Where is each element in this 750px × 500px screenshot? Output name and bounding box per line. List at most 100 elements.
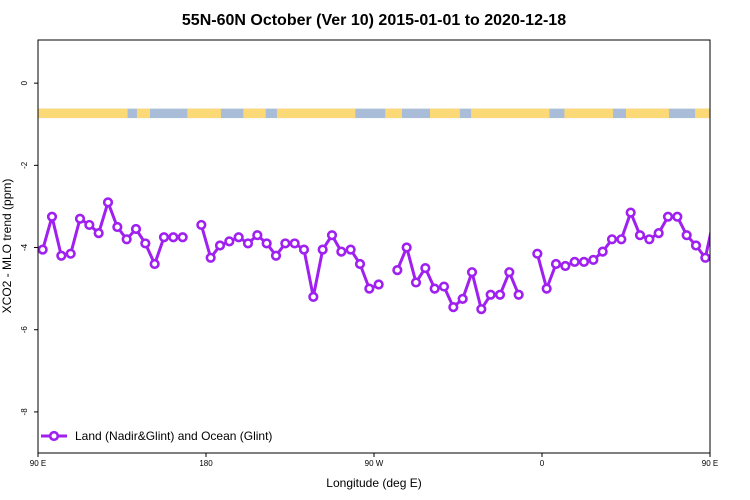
data-point (56, 250, 67, 261)
data-point (205, 252, 216, 263)
data-point (102, 197, 114, 208)
data-point (233, 232, 244, 243)
data-point (373, 279, 384, 290)
data-point (84, 219, 95, 231)
land-segment (243, 108, 266, 119)
data-point (420, 262, 431, 274)
land-segment (430, 108, 460, 119)
data-point (730, 244, 738, 252)
x-tick-label: 0 (540, 459, 545, 468)
x-tick-label: 180 (199, 459, 213, 468)
data-point (270, 250, 282, 261)
data-point (261, 238, 272, 249)
data-point (438, 281, 450, 292)
data-point (65, 248, 76, 259)
y-tick-label: 0 (20, 80, 29, 85)
data-point (662, 211, 674, 222)
data-point (308, 291, 319, 302)
data-point (46, 211, 58, 222)
data-point (457, 293, 468, 304)
data-point (429, 283, 440, 294)
data-point (690, 240, 702, 251)
data-point (513, 289, 524, 300)
y-axis-label: XCO2 - MLO trend (ppm) (0, 179, 14, 314)
data-point (597, 246, 608, 257)
data-point (588, 254, 599, 265)
data-point (709, 212, 710, 217)
land-segment (38, 108, 128, 119)
data-point (569, 256, 580, 268)
data-point (550, 258, 562, 270)
legend-label: Land (Nadir&Glint) and Ocean (Glint) (75, 429, 272, 443)
legend: Land (Nadir&Glint) and Ocean (Glint) (41, 429, 272, 443)
x-tick-label: 90 E (30, 459, 46, 468)
data-point (448, 302, 459, 313)
data-point (214, 240, 226, 251)
data-point (326, 230, 338, 241)
data-point (224, 236, 235, 247)
data-point (345, 244, 356, 255)
y-axis: 0 -2 -4 -6 -8 (20, 80, 38, 415)
data-point (38, 244, 48, 255)
data-point (476, 304, 487, 315)
data-point (354, 258, 366, 270)
data-point (93, 228, 104, 239)
data-point (625, 207, 636, 218)
data-point (336, 246, 347, 257)
data-point (401, 242, 412, 253)
series-layer (38, 197, 747, 315)
land-ocean-strip (38, 108, 710, 119)
data-point (289, 238, 300, 249)
y-tick-label: -8 (20, 408, 29, 416)
land-segment (564, 108, 613, 119)
land-segment (695, 108, 710, 119)
land-segment (385, 108, 402, 119)
data-point (494, 289, 506, 300)
land-segment (136, 108, 150, 119)
data-point (485, 289, 496, 300)
data-point (578, 256, 590, 268)
data-point (653, 228, 664, 239)
series-line (535, 211, 710, 291)
y-tick-label: -2 (20, 161, 29, 169)
data-point (149, 258, 160, 270)
data-point (168, 232, 179, 243)
data-point (720, 207, 728, 215)
data-point (739, 213, 747, 221)
land-segment (187, 108, 221, 119)
data-point (392, 265, 403, 276)
data-point (700, 252, 710, 263)
y-tick-label: -6 (20, 326, 29, 334)
land-segment (626, 108, 669, 119)
x-tick-label: 90 E (702, 459, 718, 468)
data-point (121, 234, 132, 245)
data-point (616, 234, 627, 245)
data-point (177, 232, 188, 243)
data-point (364, 283, 375, 294)
x-tick-label: 90 W (365, 459, 384, 468)
ocean-band (38, 108, 710, 119)
data-point (298, 244, 310, 255)
legend-marker-swatch (48, 430, 60, 442)
data-point (317, 244, 328, 255)
data-point (410, 277, 422, 288)
land-segment (276, 108, 356, 119)
y-tick-label: -4 (20, 243, 29, 251)
data-point (634, 230, 646, 241)
data-point (532, 248, 543, 259)
data-point (560, 260, 571, 272)
data-point (280, 238, 291, 249)
data-point (606, 234, 618, 245)
data-point (242, 238, 254, 249)
data-point (504, 267, 515, 278)
x-axis: 90 E 180 90 W 0 90 E (30, 453, 718, 468)
data-point (112, 221, 123, 233)
data-point (681, 230, 692, 241)
data-point (158, 232, 170, 243)
data-point (644, 234, 655, 245)
plot-frame (37, 39, 711, 454)
data-point (130, 223, 142, 235)
data-point (74, 213, 86, 224)
data-point (672, 211, 683, 222)
